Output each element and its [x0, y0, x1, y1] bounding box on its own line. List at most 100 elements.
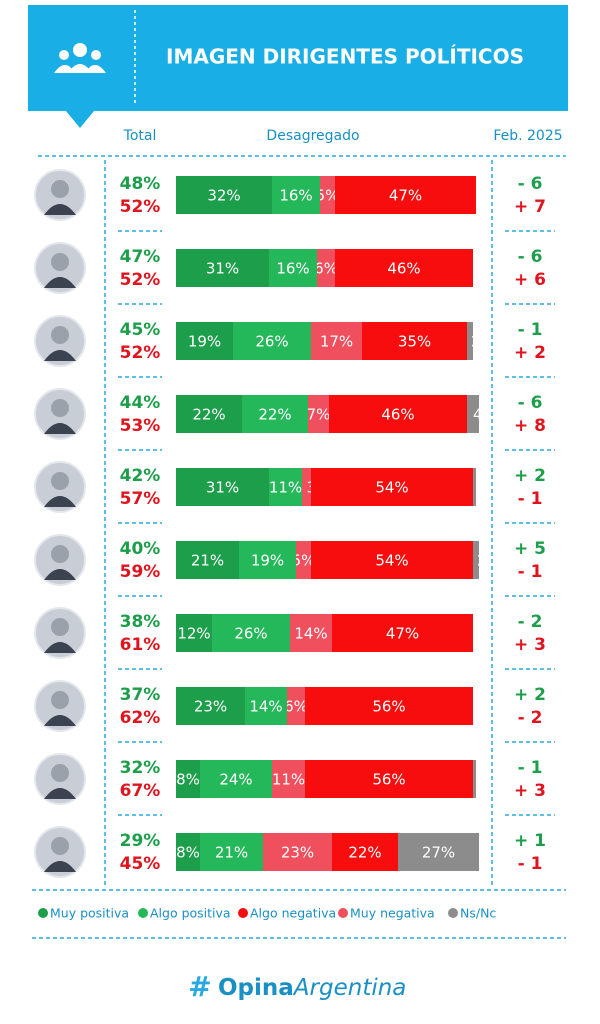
- positive-change: + 5: [514, 539, 546, 559]
- segment-label: 46%: [381, 406, 414, 424]
- segment-label: 19%: [188, 333, 221, 351]
- bar-segment: [467, 322, 473, 360]
- bar-segment: [263, 833, 332, 871]
- segment-label: 26%: [234, 625, 267, 643]
- avatar-body: [44, 861, 76, 872]
- segment-label: 2%: [471, 333, 495, 351]
- bar-segment: [176, 687, 245, 725]
- title: IMAGEN DIRIGENTES POLÍTICOS: [166, 45, 524, 69]
- segment-label: 23%: [194, 698, 227, 716]
- segment-label: 26%: [255, 333, 288, 351]
- segment-label: 6%: [284, 698, 308, 716]
- positive-change: - 6: [518, 247, 543, 267]
- bar-segment: [332, 833, 398, 871]
- bar-segment: [200, 833, 263, 871]
- negative-total: 52%: [120, 270, 161, 290]
- bar-segment: [272, 176, 320, 214]
- segment-label: 16%: [279, 187, 312, 205]
- bar-segment: [473, 541, 479, 579]
- segment-label: 19%: [251, 552, 284, 570]
- bar-segment: [233, 322, 311, 360]
- positive-change: - 1: [518, 320, 543, 340]
- bar-segment: [176, 176, 272, 214]
- positive-change: - 6: [518, 393, 543, 413]
- segment-label: 8%: [176, 771, 200, 789]
- segment-label: 46%: [387, 260, 420, 278]
- bar-segment: [305, 687, 473, 725]
- segment-label: 1%: [477, 771, 501, 789]
- negative-total: 52%: [120, 343, 161, 363]
- negative-total: 45%: [120, 854, 161, 874]
- segment-label: 23%: [281, 844, 314, 862]
- bar-segment: [302, 468, 311, 506]
- bar-segment: [311, 322, 362, 360]
- segment-label: 14%: [249, 698, 282, 716]
- bar-segment: [176, 760, 200, 798]
- logo-hash: #: [188, 970, 211, 1003]
- segment-label: 11%: [269, 479, 302, 497]
- negative-total: 59%: [120, 562, 161, 582]
- avatar-body: [44, 569, 76, 580]
- negative-change: + 3: [514, 781, 546, 801]
- brand-part: Opina: [218, 975, 294, 1001]
- segment-label: 21%: [215, 844, 248, 862]
- bar-segment: [269, 468, 302, 506]
- segment-label: 6%: [314, 260, 338, 278]
- negative-total: 67%: [120, 781, 161, 801]
- avatar-body: [44, 788, 76, 799]
- negative-change: + 7: [514, 197, 546, 217]
- legend-swatch: [238, 908, 248, 918]
- negative-total: 57%: [120, 489, 161, 509]
- negative-change: + 3: [514, 635, 546, 655]
- segment-label: 54%: [375, 552, 408, 570]
- bar-segment: [296, 541, 311, 579]
- segment-label: 32%: [207, 187, 240, 205]
- positive-change: - 2: [518, 612, 543, 632]
- segment-label: 1%: [477, 479, 501, 497]
- avatar-body: [44, 423, 76, 434]
- positive-total: 29%: [120, 831, 161, 851]
- avatar-head: [51, 180, 69, 198]
- bar-segment: [242, 395, 308, 433]
- avatar-body: [44, 204, 76, 215]
- bar-segment: [473, 468, 476, 506]
- positive-total: 47%: [120, 247, 161, 267]
- positive-total: 37%: [120, 685, 161, 705]
- negative-change: - 1: [518, 489, 543, 509]
- avatar-body: [44, 277, 76, 288]
- legend-label: Algo positiva: [150, 906, 231, 921]
- column-header: Total: [123, 128, 157, 144]
- bar-segment: [329, 395, 467, 433]
- positive-change: + 2: [514, 466, 546, 486]
- legend-swatch: [448, 908, 458, 918]
- segment-label: 21%: [191, 552, 224, 570]
- negative-total: 61%: [120, 635, 161, 655]
- brand-part: Argentina: [292, 975, 407, 1001]
- legend-label: Algo negativa: [250, 906, 336, 921]
- bar-segment: [239, 541, 296, 579]
- segment-label: 24%: [219, 771, 252, 789]
- bar-segment: [398, 833, 479, 871]
- segment-label: 35%: [398, 333, 431, 351]
- avatar-head: [51, 837, 69, 855]
- bar-segment: [176, 322, 233, 360]
- bar-segment: [332, 614, 473, 652]
- negative-total: 52%: [120, 197, 161, 217]
- legend-swatch: [338, 908, 348, 918]
- brand: OpinaArgentina: [218, 975, 406, 1001]
- bar-segment: [176, 395, 242, 433]
- bar-segment: [290, 614, 332, 652]
- segment-label: 12%: [177, 625, 210, 643]
- bar-segment: [317, 249, 335, 287]
- segment-label: 2%: [477, 552, 501, 570]
- bar-segment: [335, 249, 473, 287]
- bar-segment: [308, 395, 329, 433]
- negative-change: - 2: [518, 708, 543, 728]
- positive-change: + 1: [514, 831, 546, 851]
- positive-change: - 6: [518, 174, 543, 194]
- avatar-head: [51, 326, 69, 344]
- bar-segment: [176, 833, 200, 871]
- bar-segment: [287, 687, 305, 725]
- segment-label: 17%: [320, 333, 353, 351]
- bar-segment: [362, 322, 467, 360]
